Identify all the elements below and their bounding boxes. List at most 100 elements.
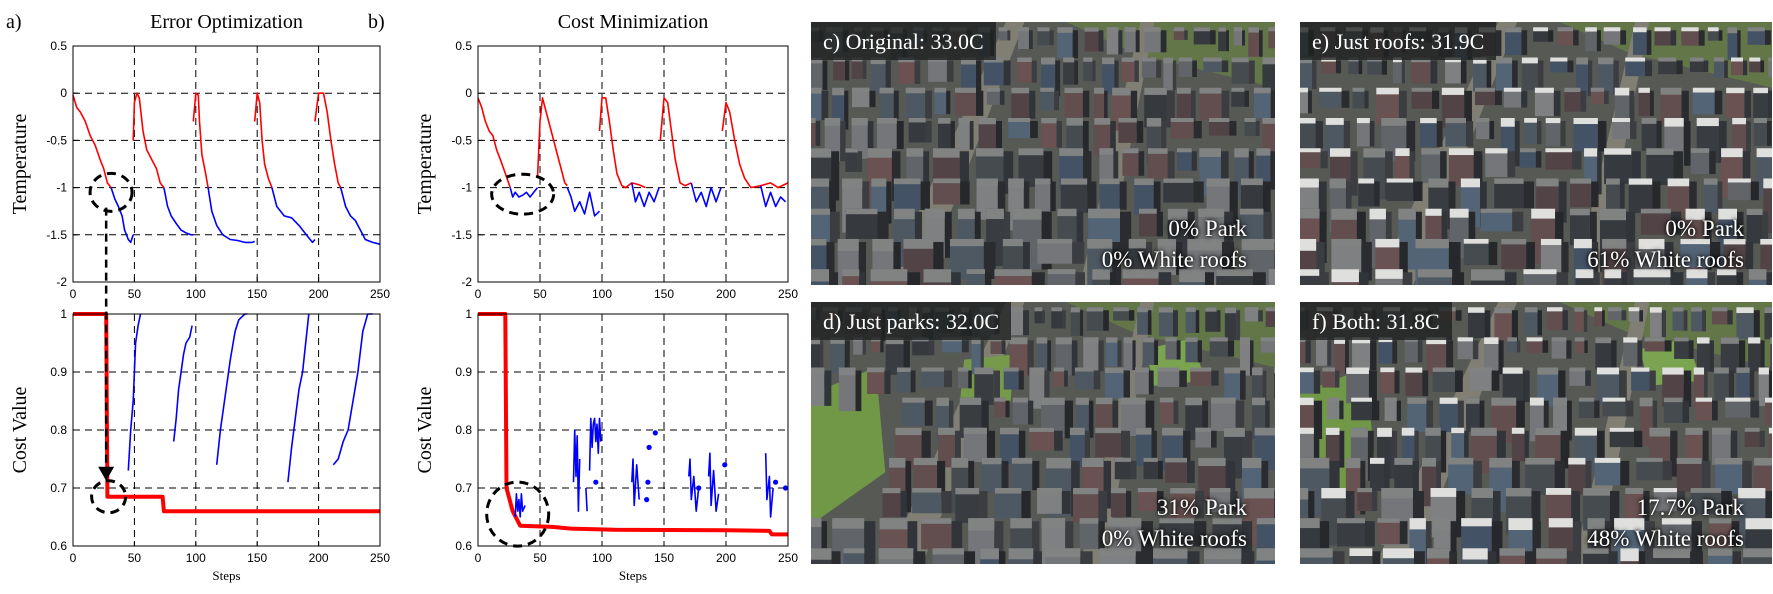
building-side (1464, 430, 1469, 458)
building-side (1224, 211, 1234, 254)
roof (971, 337, 981, 345)
roof (1037, 238, 1073, 244)
building-side (1426, 400, 1434, 433)
series-line (572, 429, 581, 512)
building-side (1263, 211, 1272, 242)
roof (1239, 208, 1264, 215)
building (1051, 307, 1062, 329)
white-roof (1732, 117, 1747, 125)
roof (1099, 178, 1120, 185)
data-point (722, 462, 728, 468)
roof (1689, 57, 1704, 62)
white-roof (1420, 117, 1437, 124)
roof (1748, 269, 1767, 280)
white-roof (1448, 148, 1474, 156)
building (1609, 427, 1634, 448)
white-roof (1753, 87, 1768, 94)
building-side (1031, 60, 1037, 83)
building (1384, 397, 1397, 422)
white-roof (1484, 337, 1499, 344)
roof (1053, 367, 1065, 372)
roof (978, 117, 996, 125)
white-roof (1321, 488, 1346, 499)
white-roof (1425, 208, 1442, 216)
building-side (1364, 90, 1369, 109)
building-side (829, 272, 839, 285)
white-roof (1523, 269, 1557, 275)
building (1451, 427, 1465, 458)
white-roof (1545, 488, 1572, 495)
white-roof (1325, 427, 1340, 435)
building-side (822, 60, 828, 90)
building-side (1728, 370, 1734, 401)
white-roof (1375, 269, 1403, 279)
building-side (1018, 430, 1026, 465)
building-side (1335, 60, 1342, 74)
building (1357, 488, 1373, 512)
building-side (1630, 120, 1637, 140)
roof (921, 367, 945, 372)
building-side (1572, 521, 1582, 564)
building-side (1718, 120, 1727, 163)
roof (1075, 397, 1089, 405)
white-roof (1380, 367, 1395, 373)
building-side (1109, 272, 1117, 285)
building-side (1146, 241, 1153, 285)
roof (932, 148, 960, 158)
roof (1094, 117, 1111, 125)
building-side (1130, 460, 1137, 480)
roof (1157, 238, 1177, 246)
building-side (1491, 521, 1503, 564)
roof (1060, 178, 1088, 185)
building (938, 427, 955, 468)
building (1352, 337, 1371, 371)
building-side (1220, 151, 1229, 197)
roof (1520, 148, 1536, 153)
roof (811, 57, 823, 64)
building-side (1145, 400, 1155, 436)
building-side (1652, 181, 1661, 213)
building-side (1670, 430, 1678, 477)
roof (811, 269, 830, 282)
roof (1029, 367, 1045, 375)
building-side (1521, 90, 1528, 108)
building-side (896, 120, 904, 150)
white-roof (1461, 518, 1492, 527)
building-side (844, 90, 849, 130)
white-roof (1319, 87, 1342, 92)
building-side (1001, 340, 1006, 354)
chart-2: 0 50 100 150 200 250 0.5 0 -0.5 -1 -1.5 -2 Cost Mini… (414, 11, 798, 301)
building (1574, 337, 1585, 353)
white-roof (1575, 269, 1594, 279)
panel-stats: 0% Park 61% White roofs (1587, 213, 1744, 275)
building-side (1591, 181, 1599, 208)
roof (1327, 397, 1340, 402)
shade-overlay (1300, 22, 1772, 285)
roof (1146, 117, 1162, 127)
building (1744, 427, 1760, 447)
roof (1352, 87, 1365, 92)
roof (811, 208, 830, 215)
building-side (1005, 400, 1010, 418)
building (1351, 397, 1372, 421)
x-tick-label: 150 (654, 287, 674, 301)
data-point (652, 430, 658, 436)
white-roof (1331, 269, 1359, 283)
building-side (1319, 272, 1329, 285)
building-side (937, 460, 946, 498)
building-side (1412, 491, 1425, 545)
building-side (920, 181, 930, 210)
building (1099, 148, 1114, 184)
roof (811, 178, 830, 187)
building (1209, 488, 1231, 512)
building (811, 117, 816, 146)
building (885, 337, 904, 375)
white-roof (1529, 397, 1544, 406)
series-line (132, 92, 165, 189)
building (1747, 27, 1765, 45)
roof (867, 367, 885, 373)
building-side (1589, 211, 1597, 246)
roof (1476, 117, 1490, 122)
y-tick-label: 0.5 (455, 39, 472, 53)
building-side (1064, 400, 1074, 439)
